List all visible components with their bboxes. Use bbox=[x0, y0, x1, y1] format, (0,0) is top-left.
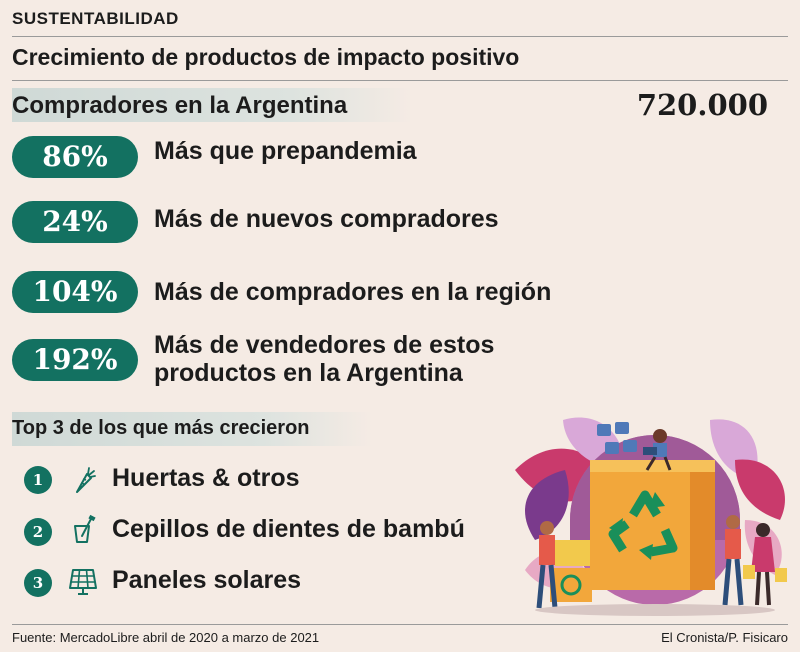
buyers-label: Compradores en la Argentina bbox=[12, 92, 348, 119]
top3-band bbox=[12, 412, 372, 446]
stat-text-new-buyers: Más de nuevos compradores bbox=[154, 205, 499, 233]
rank-badge-1: 1 bbox=[24, 466, 52, 494]
stat-text-prepandemic: Más que prepandemia bbox=[154, 137, 417, 165]
stat-text-region-buyers: Más de compradores en la región bbox=[154, 278, 552, 306]
footer-source: Fuente: MercadoLibre abril de 2020 a mar… bbox=[12, 630, 320, 645]
stat-pill-new-buyers: 24% bbox=[12, 201, 138, 243]
stat-pill-prepandemic: 86% bbox=[12, 136, 138, 178]
rank-label-2: Cepillos de dientes de bambú bbox=[112, 515, 465, 543]
top-divider bbox=[12, 36, 788, 37]
footer-divider bbox=[12, 624, 788, 625]
solar-panel-icon bbox=[69, 569, 97, 595]
recycling-illustration bbox=[515, 417, 787, 616]
buyers-band bbox=[12, 88, 412, 122]
stat-text-sellers: Más de vendedores de estos productos en … bbox=[154, 331, 494, 387]
stat-text-sellers-line1: Más de vendedores de estos bbox=[154, 331, 495, 359]
top3-title: Top 3 de los que más crecieron bbox=[12, 417, 310, 439]
stat-text-sellers-line2: productos en la Argentina bbox=[154, 359, 463, 387]
carrot-icon bbox=[76, 467, 96, 493]
rank-label-3: Paneles solares bbox=[112, 566, 302, 594]
toothbrush-cup-icon bbox=[74, 514, 96, 543]
buyers-count: 720.000 bbox=[636, 88, 768, 122]
stat-pill-region-buyers: 104% bbox=[12, 271, 138, 313]
rank-label-1: Huertas & otros bbox=[112, 464, 300, 492]
rank-badge-3: 3 bbox=[24, 569, 52, 597]
stat-pill-sellers: 192% bbox=[12, 339, 138, 381]
section-tag: SUSTENTABILIDAD bbox=[12, 9, 179, 28]
headline: Crecimiento de productos de impacto posi… bbox=[12, 44, 520, 70]
rank-badge-2: 2 bbox=[24, 518, 52, 546]
headline-divider bbox=[12, 80, 788, 81]
footer-credit: El Cronista/P. Fisicaro bbox=[661, 630, 788, 645]
